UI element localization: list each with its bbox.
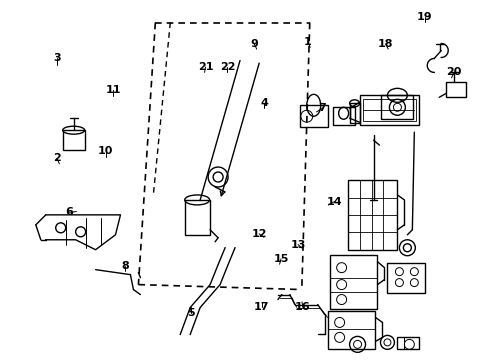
Text: 18: 18 [377, 39, 393, 49]
Text: 13: 13 [290, 239, 305, 249]
Text: 21: 21 [197, 62, 213, 72]
Text: 12: 12 [251, 229, 266, 239]
Bar [347, 180, 397, 250]
Bar [349, 103, 359, 123]
Bar [329, 255, 377, 310]
Text: 11: 11 [105, 85, 121, 95]
Bar [299, 105, 327, 127]
Text: 17: 17 [253, 302, 269, 312]
Bar [327, 311, 375, 349]
Bar [397, 337, 419, 349]
Text: 8: 8 [121, 261, 129, 271]
Bar [362, 99, 415, 121]
Bar [446, 82, 465, 97]
Text: 20: 20 [446, 67, 461, 77]
Text: 15: 15 [273, 254, 288, 264]
Bar [381, 95, 412, 119]
Text: 6: 6 [65, 207, 73, 217]
Bar [185, 200, 210, 235]
Text: 2: 2 [53, 153, 61, 163]
Text: 1: 1 [304, 37, 311, 47]
Text: 16: 16 [295, 302, 310, 312]
Text: 22: 22 [219, 62, 235, 72]
Bar [62, 130, 84, 150]
Bar [386, 263, 425, 293]
Text: 10: 10 [98, 146, 113, 156]
Text: 14: 14 [326, 197, 342, 207]
Text: 3: 3 [53, 53, 61, 63]
Bar [332, 107, 354, 125]
Bar [359, 95, 419, 125]
Text: 7: 7 [318, 103, 325, 113]
Text: 19: 19 [416, 12, 432, 22]
Text: 9: 9 [250, 39, 258, 49]
Text: 5: 5 [187, 308, 194, 318]
Text: 4: 4 [260, 98, 267, 108]
